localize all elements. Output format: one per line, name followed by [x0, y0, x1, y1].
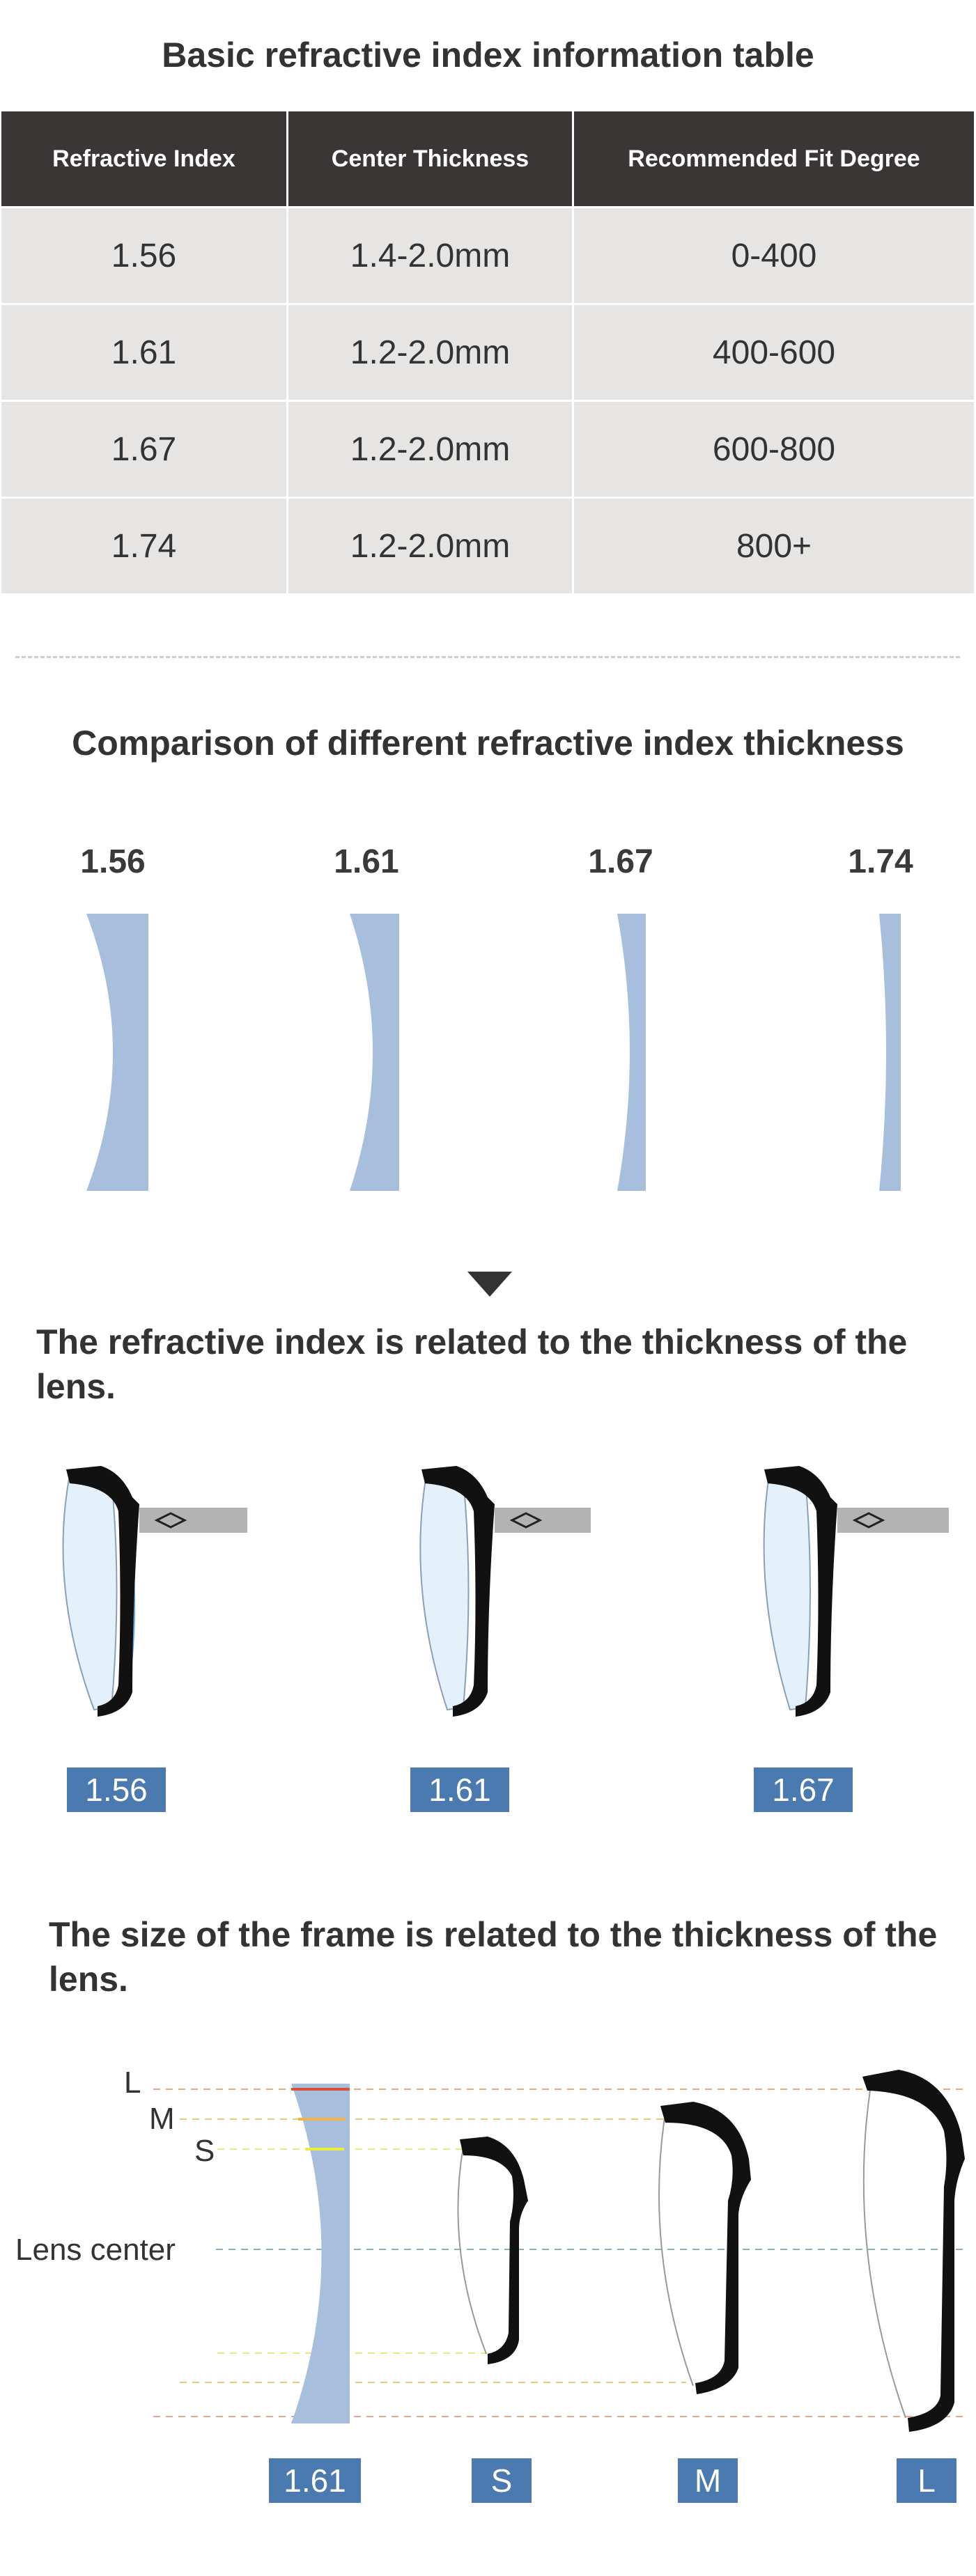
cell-thickness: 1.4-2.0mm — [288, 208, 574, 303]
table-title: Basic refractive index information table — [162, 36, 814, 75]
cell-degree: 600-800 — [712, 430, 836, 468]
index-badge-156: 1.56 — [67, 1767, 166, 1812]
lens-center-label: Lens center — [15, 2233, 176, 2267]
refractive-index-table: Refractive Index Center Thickness Recomm… — [1, 111, 974, 593]
lens-thickness-comparison — [86, 914, 901, 1191]
level-label-l: L — [124, 2066, 141, 2100]
cell-thickness: 1.2-2.0mm — [288, 402, 574, 497]
lens-161-tall-shape — [291, 2084, 350, 2423]
frame-size-title: The size of the frame is related to the … — [49, 1915, 938, 1999]
frame-badge-161: 1.61 — [269, 2458, 361, 2503]
cell-degree: 400-600 — [712, 334, 836, 371]
frame-badge-l: L — [897, 2458, 956, 2503]
lens-label-156: 1.56 — [80, 843, 146, 880]
lens-label-167: 1.67 — [588, 843, 653, 880]
lens-label-161: 1.61 — [334, 843, 399, 880]
lens-156-shape — [86, 914, 148, 1191]
frame-size-diagram — [153, 2070, 968, 2432]
frame-l-icon — [862, 2070, 965, 2432]
cell-thickness: 1.2-2.0mm — [288, 305, 574, 400]
comparison-title: Comparison of different refractive index… — [72, 724, 904, 763]
header-refractive-index: Refractive Index — [1, 111, 288, 206]
cell-degree: 0-400 — [731, 237, 817, 274]
refractive-thickness-title: The refractive index is related to the t… — [36, 1322, 908, 1406]
table-row: 1.61 1.2-2.0mm 400-600 — [1, 303, 974, 400]
cell-index: 1.67 — [1, 402, 288, 497]
level-label-s: S — [194, 2134, 215, 2168]
cell-degree: 800+ — [736, 527, 812, 565]
table-row: 1.56 1.4-2.0mm 0-400 — [1, 206, 974, 303]
arrow-down-icon — [467, 1272, 512, 1297]
frame-badge-s: S — [472, 2458, 532, 2503]
glasses-side-156-icon — [62, 1466, 247, 1717]
glasses-side-167-icon — [763, 1466, 949, 1717]
index-badge-167: 1.67 — [754, 1767, 853, 1812]
table-row: 1.74 1.2-2.0mm 800+ — [1, 497, 974, 593]
table-row: 1.67 1.2-2.0mm 600-800 — [1, 400, 974, 497]
glasses-side-161-icon — [419, 1466, 591, 1717]
frame-m-icon — [658, 2102, 751, 2394]
cell-index: 1.56 — [1, 208, 288, 303]
cell-index: 1.61 — [1, 305, 288, 400]
lens-161-shape — [350, 914, 399, 1191]
lens-174-shape — [879, 914, 901, 1191]
lens-label-174: 1.74 — [848, 843, 913, 880]
dashed-divider — [15, 656, 960, 658]
header-center-thickness: Center Thickness — [288, 111, 574, 206]
frame-s-icon — [457, 2137, 528, 2364]
cell-thickness: 1.2-2.0mm — [288, 499, 574, 593]
cell-index: 1.74 — [1, 499, 288, 593]
glasses-side-views — [62, 1466, 949, 1717]
index-badge-161: 1.61 — [410, 1767, 509, 1812]
level-label-m: M — [149, 2102, 175, 2136]
header-recommended-fit: Recommended Fit Degree — [628, 145, 920, 172]
frame-badge-m: M — [678, 2458, 738, 2503]
table-header-row: Refractive Index Center Thickness Recomm… — [1, 111, 974, 206]
lens-167-shape — [617, 914, 646, 1191]
